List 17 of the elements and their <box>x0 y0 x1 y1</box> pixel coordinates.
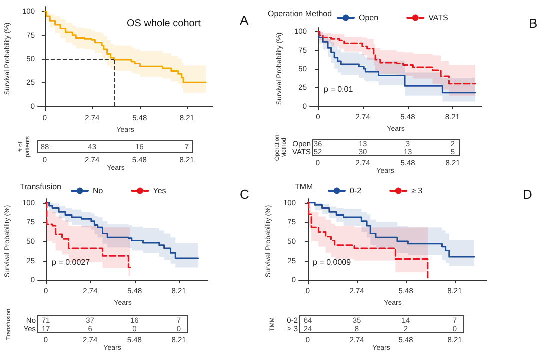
legend-label: VATS <box>428 14 448 22</box>
legend-title: Transfusion <box>20 182 62 192</box>
legend-title: TMM <box>295 182 314 192</box>
legend-label: No <box>93 186 104 196</box>
legend-label: Yes <box>153 186 166 196</box>
legend-title: Operation Method <box>268 10 332 18</box>
legend-label: Open <box>359 14 379 22</box>
text: A <box>240 13 249 28</box>
annotation: p = 0.0027 <box>52 258 91 267</box>
legend-label: ≥ 3 <box>412 186 424 196</box>
text: D <box>523 187 532 202</box>
text: C <box>240 187 250 202</box>
text: B <box>529 16 538 31</box>
annotation: p = 0.0009 <box>313 258 352 267</box>
text: OS whole cohort <box>127 18 202 30</box>
legend-label: 0-2 <box>350 186 362 196</box>
annotation: p = 0.01 <box>324 84 354 94</box>
